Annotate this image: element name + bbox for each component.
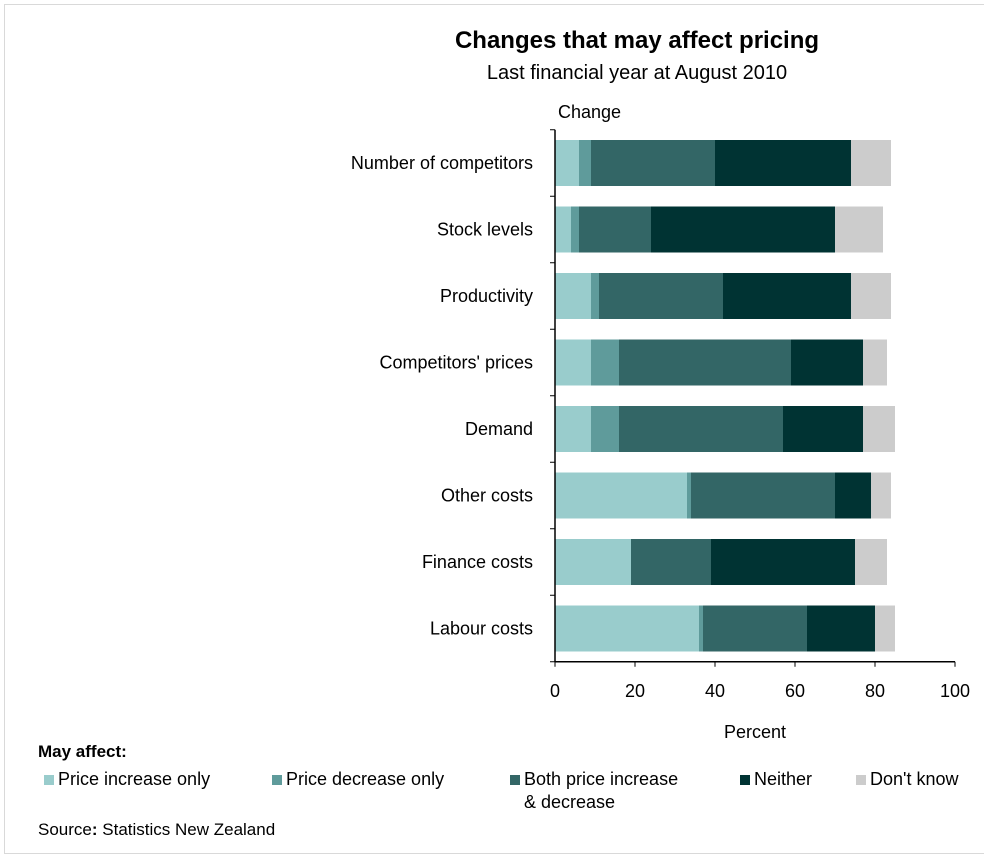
legend: Price increase only Price decrease only Bo…: [44, 769, 959, 812]
category-label: Productivity: [440, 286, 533, 306]
bar-segment-0-1: [579, 140, 591, 186]
bar-segment-6-0: [555, 539, 631, 585]
bar-segment-0-4: [851, 140, 891, 186]
bar-segment-4-0: [555, 406, 591, 452]
x-tick-label: 20: [625, 681, 645, 701]
bar-segment-4-2: [619, 406, 783, 452]
axes-group: [550, 129, 956, 667]
category-label: Stock levels: [437, 220, 533, 240]
bar-segment-2-2: [599, 273, 723, 319]
category-label: Competitors' prices: [380, 353, 533, 373]
bar-segment-3-2: [619, 339, 791, 386]
bar-segment-6-3: [711, 539, 855, 585]
x-tick-label: 0: [550, 681, 560, 701]
bar-segment-7-2: [703, 605, 807, 652]
bar-segment-2-1: [591, 273, 599, 319]
chart-subtitle: Last financial year at August 2010: [487, 62, 787, 84]
legend-label: Don't know: [870, 769, 959, 789]
bar-segment-1-4: [835, 206, 883, 253]
bar-segment-1-2: [579, 206, 651, 253]
legend-title: May affect:: [38, 742, 127, 761]
bar-segment-7-0: [555, 605, 699, 652]
chart-title: Changes that may affect pricing: [455, 27, 819, 54]
source-text: Statistics New Zealand: [98, 820, 276, 839]
category-label: Finance costs: [422, 552, 533, 572]
bar-segment-5-4: [871, 472, 891, 519]
legend-swatch: [856, 775, 866, 785]
x-tick-label: 80: [865, 681, 885, 701]
bar-segment-7-1: [699, 605, 703, 652]
category-label: Number of competitors: [351, 153, 533, 173]
bar-segment-4-3: [783, 406, 863, 452]
legend-label: Price decrease only: [286, 769, 444, 789]
bar-segment-4-4: [863, 406, 895, 452]
bar-segment-0-3: [715, 140, 851, 186]
bar-segment-5-1: [687, 472, 691, 519]
legend-swatch: [272, 775, 282, 785]
legend-label: Price increase only: [58, 769, 210, 789]
category-label: Labour costs: [430, 619, 533, 639]
bars-group: [555, 140, 895, 652]
bar-segment-3-1: [591, 339, 619, 386]
legend-label: & decrease: [524, 792, 615, 812]
category-label: Other costs: [441, 486, 533, 506]
bar-segment-1-1: [571, 206, 579, 253]
source-note: Source: Statistics New Zealand: [38, 820, 275, 839]
x-tick-label: 100: [940, 681, 970, 701]
legend-label: Neither: [754, 769, 812, 789]
bar-segment-7-3: [807, 605, 875, 652]
category-label: Demand: [465, 419, 533, 439]
bar-segment-3-3: [791, 339, 863, 386]
bar-segment-1-3: [651, 206, 835, 253]
bar-segment-4-1: [591, 406, 619, 452]
bar-segment-5-3: [835, 472, 871, 519]
bar-segment-3-4: [863, 339, 887, 386]
bar-segment-2-3: [723, 273, 851, 319]
legend-label: Both price increase: [524, 769, 678, 789]
legend-swatch: [740, 775, 750, 785]
bar-segment-0-2: [591, 140, 715, 186]
bar-segment-1-0: [555, 206, 571, 253]
x-tick-label: 60: [785, 681, 805, 701]
x-tick-label: 40: [705, 681, 725, 701]
bar-segment-6-4: [855, 539, 887, 585]
source-separator: :: [92, 820, 98, 839]
legend-swatch: [510, 775, 520, 785]
bar-segment-6-2: [631, 539, 711, 585]
legend-swatch: [44, 775, 54, 785]
bar-segment-2-4: [851, 273, 891, 319]
category-axis-title: Change: [558, 102, 621, 122]
x-axis-title: Percent: [724, 722, 786, 742]
bar-segment-0-0: [555, 140, 579, 186]
x-tick-labels: 0 20 40 60 80 100: [550, 681, 970, 701]
bar-segment-2-0: [555, 273, 591, 319]
source-label: Source: [38, 820, 92, 839]
bar-segment-5-2: [691, 472, 835, 519]
bar-segment-5-0: [555, 472, 687, 519]
bar-segment-7-4: [875, 605, 895, 652]
category-labels: Number of competitors Stock levels Product…: [351, 153, 533, 639]
bar-segment-3-0: [555, 339, 591, 386]
